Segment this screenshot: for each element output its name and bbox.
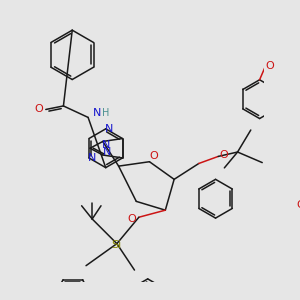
Text: N: N: [105, 124, 113, 134]
Text: O: O: [219, 150, 228, 160]
Text: O: O: [34, 104, 43, 115]
Text: O: O: [128, 214, 136, 224]
Text: O: O: [297, 200, 300, 210]
Text: N: N: [102, 140, 110, 150]
Text: O: O: [266, 61, 274, 71]
Text: N: N: [88, 153, 97, 163]
Text: O: O: [149, 152, 158, 161]
Text: H: H: [102, 108, 110, 118]
Text: N: N: [103, 147, 111, 158]
Text: Si: Si: [112, 240, 122, 250]
Text: N: N: [93, 108, 101, 118]
